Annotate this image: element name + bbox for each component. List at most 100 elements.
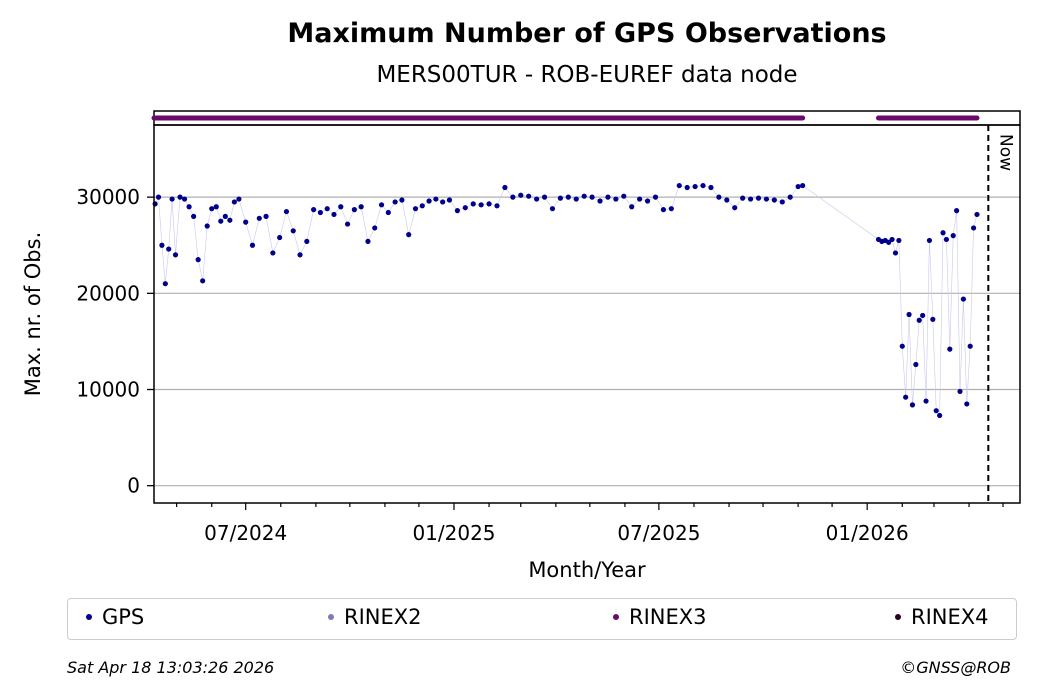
gps-data-point [338,204,344,210]
series-connector [272,237,280,254]
gps-data-point [297,252,303,258]
gps-data-point [399,197,405,203]
gps-data-point [426,198,432,204]
gps-data-point [629,204,635,210]
gps-data-point [462,205,468,211]
series-connector [908,314,913,405]
gps-data-point [317,209,324,216]
legend-label: GPS [102,605,145,629]
gps-data-point [218,218,224,224]
gps-data-point [406,232,412,238]
gps-data-point [565,194,571,200]
gps-data-point [209,206,215,212]
gps-data-point [204,223,210,229]
series-connector [360,206,369,242]
series-connector [286,211,294,231]
gps-data-point [581,193,587,199]
gps-series-points [152,182,980,419]
series-connector [401,199,410,235]
gps-data-point [440,199,446,205]
gps-data-point [920,312,926,319]
gps-data-point [331,211,337,218]
series-connector [966,346,971,404]
series-connector [161,245,166,284]
legend-label: RINEX3 [629,605,707,629]
x-tick-label: 07/2024 [204,521,287,545]
series-connector [374,204,382,229]
gps-data-point [964,401,970,407]
series-connector [959,299,964,392]
gps-data-point [263,213,269,219]
series-connector [197,259,203,281]
series-connector [193,216,199,260]
gps-data-point [684,184,690,191]
gps-data-point [896,237,902,244]
gps-data-point [526,193,532,199]
gps-data-point [747,196,754,202]
series-connector [292,230,301,255]
gps-data-point [478,202,484,208]
gps-data-point [256,215,262,221]
legend-label: RINEX2 [344,605,422,629]
plot-frame [153,124,1021,504]
gps-data-point [909,402,916,408]
gps-data-point [740,195,746,201]
series-connector [963,299,968,404]
gps-data-point [660,207,667,213]
gps-data-point [621,193,627,199]
gps-data-point [454,208,460,214]
gps-data-point [947,346,953,352]
legend-item-gps: GPS [86,605,144,629]
gps-data-point [668,206,674,212]
series-connector [912,364,917,405]
gps-data-point [967,343,973,349]
series-connector [408,208,416,235]
x-axis-label: Month/Year [528,558,646,582]
gps-data-point [930,316,936,322]
gps-data-point [889,236,895,243]
gps-data-point [755,195,762,201]
gps-data-point [779,199,785,205]
gps-data-point [637,196,643,202]
y-tick-label: 30000 [76,185,140,209]
gps-data-point [950,233,956,239]
gps-data-point [470,201,476,207]
gps-data-point [700,182,706,189]
gps-data-point [974,211,980,218]
gps-data-point [541,194,548,200]
rinex4-legend-marker [895,614,901,620]
gps-data-point [597,198,603,204]
gps-data-point [433,196,439,202]
series-connector [925,240,930,402]
series-connector [229,201,235,221]
series-connector [939,232,944,416]
series-connector [949,235,954,350]
gps-data-point [270,250,276,256]
gps-data-point [549,206,556,212]
gps-data-point [283,208,290,215]
gps-legend-marker [86,614,92,620]
gps-data-point [181,196,188,202]
gps-data-point [195,257,201,263]
series-connector [279,211,287,238]
series-connector [306,209,314,242]
series-connector [956,210,961,392]
series-connector [206,208,213,227]
grid-lines [154,196,1020,487]
gps-data-point [613,196,619,202]
gps-data-point [510,194,516,200]
gps-data-point [213,204,219,210]
gps-data-point [716,194,722,200]
series-connector [929,240,934,320]
gps-data-point [249,242,256,248]
gps-data-point [644,198,651,204]
y-tick-label: 0 [127,474,140,498]
gps-data-point [923,398,929,404]
gps-data-point [159,242,165,248]
gps-data-point [933,408,939,414]
gps-data-point [236,196,242,202]
gps-data-point [494,203,500,209]
gps-data-point [892,250,899,256]
gps-data-point [913,361,919,368]
series-connector [245,222,253,246]
